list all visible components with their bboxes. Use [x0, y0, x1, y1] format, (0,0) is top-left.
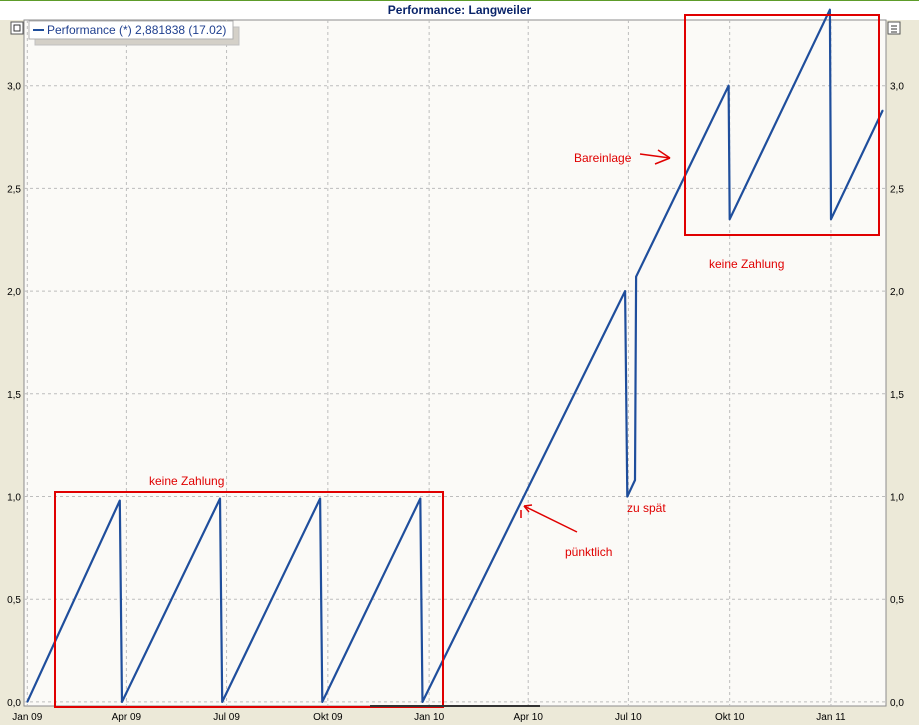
y-tick-label-left: 2,0 [7, 287, 21, 298]
series-point [421, 701, 424, 703]
series-point [120, 600, 122, 603]
series-point [121, 701, 123, 703]
y-tick-label-right: 2,0 [890, 287, 904, 298]
series-point [118, 499, 121, 502]
y-tick-label-left: 3,0 [7, 82, 21, 93]
y-tick-label-left: 1,0 [7, 493, 21, 504]
annotation-box-right [684, 14, 880, 236]
arrow-puenktlich [520, 504, 578, 533]
y-tick-label-right: 1,0 [890, 493, 904, 504]
series-point [830, 218, 832, 221]
chart-title: Performance: Langweiler [387, 3, 532, 17]
series-point [626, 495, 629, 498]
series-point [829, 8, 831, 11]
series-point [624, 290, 626, 292]
series-point [321, 701, 324, 703]
left-corner-button[interactable] [10, 21, 24, 35]
series-line [26, 8, 884, 703]
series-point [220, 600, 222, 603]
y-axis: 0,0 0,0 0,5 0,5 1,0 1,0 1,5 1,5 2,0 2,0 2,5 2,5 3,0 3… [7, 82, 904, 709]
y-tick-label-left: 1,5 [7, 390, 21, 401]
series-point [881, 109, 884, 112]
grid-lines [24, 20, 886, 706]
x-axis: Jan 09 Apr 09 Jul 09 Okt 09 Jan 10 Apr 10 Jul … [12, 712, 846, 723]
y-tick-label-right: 0,5 [890, 595, 904, 606]
annotation-keine-zahlung-left: keine Zahlung [149, 474, 224, 488]
series-point [419, 497, 422, 500]
series-point [221, 701, 223, 703]
y-tick-label-left: 2,5 [7, 184, 21, 195]
series-point [420, 600, 423, 603]
annotations: keine Zahlung keine Zahlung pünktlich zu… [54, 14, 880, 708]
scroll-indicator[interactable] [370, 705, 540, 707]
legend: Performance (*) 2,881838 (17.02) [28, 20, 240, 46]
y-tick-label-right: 3,0 [890, 82, 904, 93]
series-point [320, 600, 323, 603]
legend-box [28, 20, 234, 40]
right-corner-button[interactable] [887, 21, 901, 35]
y-tick-label-left: 0,5 [7, 595, 21, 606]
x-tick-label: Jan 09 [12, 712, 42, 723]
x-tick-label: Okt 09 [313, 712, 343, 723]
arrow-bareinlage [639, 149, 671, 165]
x-tick-label: Jan 10 [414, 712, 444, 723]
x-tick-label: Jul 09 [213, 712, 240, 723]
annotation-keine-zahlung-right: keine Zahlung [709, 257, 784, 271]
series-point [26, 701, 29, 703]
y-tick-label-right: 1,5 [890, 390, 904, 401]
plot-area [23, 19, 887, 707]
x-tick-label: Apr 10 [513, 712, 543, 723]
y-tick-label-right: 0,0 [890, 698, 904, 709]
x-tick-label: Jan 11 [816, 712, 846, 723]
legend-label: Performance (*) 2,881838 (17.02) [47, 23, 226, 37]
y-tick-label-left: 0,0 [7, 698, 21, 709]
y-tick-label-right: 2,5 [890, 184, 904, 195]
x-tick-label: Apr 09 [112, 712, 142, 723]
annotation-bareinlage: Bareinlage [574, 151, 632, 165]
x-tick-label: Okt 10 [715, 712, 745, 723]
series-point [219, 497, 221, 500]
annotation-puenktlich: pünktlich [565, 545, 612, 559]
annotation-zu-spaet: zu spät [627, 501, 666, 515]
series-point [728, 218, 731, 221]
x-tick-label: Jul 10 [615, 712, 642, 723]
series-point [727, 84, 730, 87]
series-point [319, 497, 321, 500]
annotation-box-left [54, 491, 444, 708]
series-point [635, 275, 637, 278]
series-point [634, 479, 636, 481]
series-layer [26, 8, 884, 703]
